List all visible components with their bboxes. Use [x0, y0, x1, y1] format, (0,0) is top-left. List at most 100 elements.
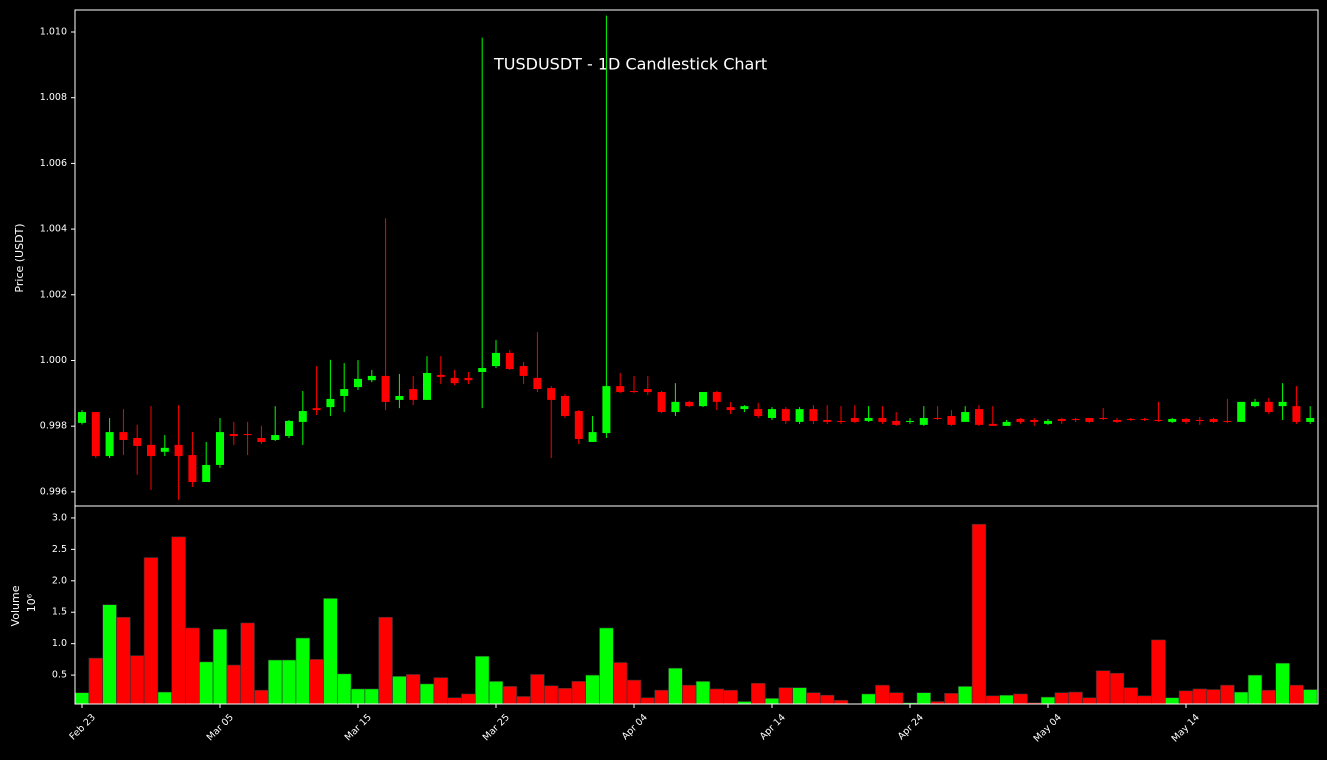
candle-body [285, 420, 293, 437]
volume-bar [1178, 690, 1194, 705]
volume-bar [157, 691, 172, 705]
candle-body [685, 401, 694, 407]
volume-bar [378, 616, 393, 705]
candle-body [1085, 417, 1094, 422]
y-tick-label: 1.000 [40, 355, 67, 366]
volume-bar [1109, 672, 1125, 705]
volume-bar [240, 622, 255, 705]
volume-bar [944, 693, 959, 705]
candle-body [933, 417, 942, 419]
volume-bar [530, 674, 545, 705]
candle-body [1030, 419, 1039, 422]
candle-body [809, 409, 818, 421]
volume-bar [433, 677, 448, 705]
volume-bar [281, 659, 297, 705]
volume-bar [612, 662, 628, 705]
volume-bar [474, 655, 490, 705]
y-tick-label: 0.998 [40, 421, 67, 432]
candle-body [1223, 420, 1232, 422]
candle-body [1195, 419, 1204, 421]
candle-body [781, 409, 790, 421]
volume-bar [226, 664, 241, 705]
candle-body [975, 409, 983, 425]
volume-bar [1192, 688, 1208, 705]
volume-bar [143, 557, 159, 705]
volume-bar [599, 627, 614, 705]
volume-bar [419, 683, 435, 705]
candle-body [229, 434, 238, 437]
candle-body [105, 432, 114, 457]
volume-bar [336, 673, 352, 705]
candle-body [1251, 401, 1259, 407]
volume-bar [1013, 693, 1028, 705]
volume-bar [185, 627, 200, 705]
candle-body [367, 375, 376, 381]
candle-body [740, 406, 749, 410]
candle-body [1306, 417, 1315, 422]
candle-body [671, 401, 680, 413]
candle-body [616, 386, 625, 393]
candle-body [919, 417, 928, 425]
candle-body [257, 438, 266, 442]
volume-bar [267, 659, 283, 705]
y-tick-label: 0.996 [40, 486, 67, 497]
candle-body [340, 389, 349, 396]
candle-body [547, 388, 556, 400]
candle-body [878, 417, 887, 422]
candle-body [657, 392, 666, 413]
volume-bar [1247, 674, 1263, 705]
candle-body [1278, 401, 1287, 407]
volume-bar [1096, 670, 1111, 705]
candle-body [478, 368, 487, 372]
candle-body [561, 395, 569, 416]
volume-bar [571, 681, 587, 705]
candle-body [699, 392, 707, 407]
volume-bar [488, 681, 504, 705]
candle-body [754, 409, 763, 416]
volume-bar [405, 674, 421, 705]
candle-body [423, 372, 431, 400]
volume-bar [1137, 695, 1152, 705]
candle-body [823, 419, 832, 422]
candle-body [643, 389, 652, 393]
y-axis-label: Price (USDT) [13, 223, 26, 292]
candle-body [1057, 418, 1066, 421]
candle-body [1292, 406, 1301, 422]
volume-bar [681, 684, 697, 705]
candle-body [1182, 418, 1190, 422]
candle-body [147, 444, 155, 457]
volume-bar [792, 687, 807, 705]
volume-bar [888, 692, 904, 705]
candle-body [1016, 418, 1025, 422]
candle-body [1044, 420, 1052, 424]
volume-bar [502, 686, 517, 705]
volume-bar [778, 687, 794, 705]
volume-bar [585, 674, 600, 705]
volume-bar [750, 682, 766, 705]
y-tick-label: 1.004 [40, 224, 67, 235]
volume-bar [695, 681, 711, 705]
volume-bar [971, 523, 987, 705]
volume-bar [74, 692, 90, 705]
volume-bar [668, 667, 683, 705]
candle-body [850, 417, 859, 422]
volume-bar [1234, 691, 1249, 705]
volume-bar [764, 698, 780, 705]
y-tick-label: 2.0 [52, 575, 67, 586]
plot-frame [74, 505, 1319, 705]
y-tick-label: 1.5 [52, 607, 67, 618]
candle-body [119, 432, 128, 440]
candle-body [519, 366, 528, 376]
candle-body [574, 411, 583, 439]
candle-body [505, 352, 514, 370]
volume-bar [1165, 697, 1180, 705]
volume-bar [254, 689, 269, 705]
volume-bar [171, 536, 186, 705]
candle-body [326, 398, 335, 408]
volume-bar [999, 694, 1014, 705]
volume-bar [212, 628, 228, 705]
candle-body [243, 434, 252, 436]
candle-body [216, 432, 224, 465]
candle-body [988, 423, 997, 426]
